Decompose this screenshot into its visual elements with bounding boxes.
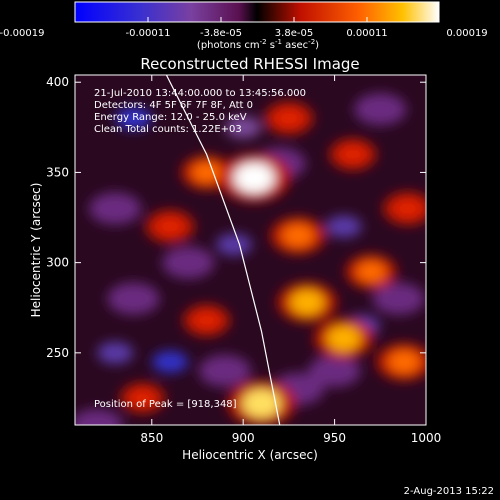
heatmap-hot-spot bbox=[129, 388, 156, 408]
y-axis-tick-label: 250 bbox=[46, 346, 69, 360]
y-axis-tick-label: 350 bbox=[46, 165, 69, 179]
heatmap-hot-spot bbox=[282, 223, 314, 248]
x-axis-tick-label: 1000 bbox=[411, 431, 442, 445]
colorbar-tick-label: 3.8e-05 bbox=[275, 28, 313, 39]
colorbar-tick-label: -0.00011 bbox=[126, 28, 171, 39]
y-axis-tick-label: 300 bbox=[46, 256, 69, 270]
colorbar-tick-label: 0.00011 bbox=[346, 28, 387, 39]
heatmap-cold-spot bbox=[152, 350, 189, 373]
heatmap bbox=[75, 75, 426, 425]
heatmap-cold-spot bbox=[97, 341, 134, 364]
heatmap-cold-spot bbox=[225, 116, 262, 139]
heatmap-hot-spot bbox=[388, 349, 420, 374]
colorbar bbox=[74, 1, 440, 23]
annotation-detectors: Detectors: 4F 5F 6F 7F 8F, Att 0 bbox=[94, 100, 253, 111]
heatmap-cold-spot bbox=[115, 107, 152, 130]
plot-frame bbox=[74, 74, 427, 426]
annotation-time-range: 21-Jul-2010 13:44:00.000 to 13:45:56.000 bbox=[94, 88, 306, 99]
y-axis-tick-label: 400 bbox=[46, 75, 69, 89]
heatmap-cold-spot bbox=[325, 215, 362, 238]
heatmap-background-blob bbox=[75, 409, 123, 425]
colorbar-tick-label: 0.00019 bbox=[446, 28, 487, 39]
annotation-energy-range: Energy Range: 12.0 - 25.0 keV bbox=[94, 112, 247, 123]
heatmap-hot-spot bbox=[242, 388, 281, 419]
heatmap-background-blob bbox=[354, 93, 407, 126]
chart-title: Reconstructed RHESSI Image bbox=[140, 55, 359, 73]
x-axis-tick-label: 850 bbox=[140, 431, 163, 445]
heatmap-background-blob bbox=[308, 354, 361, 387]
heatmap-hot-spot bbox=[290, 289, 325, 316]
heatmap-hot-spot bbox=[339, 144, 367, 165]
heatmap-background-blob bbox=[89, 192, 142, 225]
heatmap-background-blob bbox=[162, 246, 215, 279]
x-axis-label: Heliocentric X (arcsec) bbox=[182, 448, 318, 462]
annotation-counts: Clean Total counts: 1.22E+03 bbox=[94, 124, 242, 135]
heatmap-background-blob bbox=[198, 354, 251, 387]
heatmap-cold-spot bbox=[216, 233, 253, 256]
heatmap-background-blob bbox=[372, 282, 425, 315]
heatmap-hot-spot bbox=[233, 162, 275, 194]
colorbar-ticks bbox=[74, 17, 440, 22]
colorbar-tick-label: -0.00019 bbox=[0, 28, 44, 39]
y-axis-label: Heliocentric Y (arcsec) bbox=[29, 183, 43, 318]
annotation-peak-position: Position of Peak = [918,348] bbox=[94, 399, 237, 410]
heatmap-hot-spot bbox=[275, 107, 303, 129]
colorbar-unit: (photons cm-2 s-1 asec-2) bbox=[197, 38, 319, 51]
footer-date: 2-Aug-2013 15:22 bbox=[404, 486, 494, 497]
heatmap-hot-spot bbox=[193, 310, 220, 331]
x-axis-tick-label: 900 bbox=[232, 431, 255, 445]
heatmap-hot-spot bbox=[393, 197, 422, 220]
solar-limb bbox=[165, 75, 281, 425]
x-axis-tick-label: 950 bbox=[323, 431, 346, 445]
heatmap-background-blob bbox=[107, 282, 160, 315]
heatmap-hot-spot bbox=[326, 325, 361, 352]
colorbar-tick-label: -3.8e-05 bbox=[200, 28, 242, 39]
heatmap-hot-spot bbox=[356, 260, 386, 283]
heatmap-hot-spot bbox=[192, 161, 222, 184]
heatmap-hot-spot bbox=[156, 215, 184, 238]
